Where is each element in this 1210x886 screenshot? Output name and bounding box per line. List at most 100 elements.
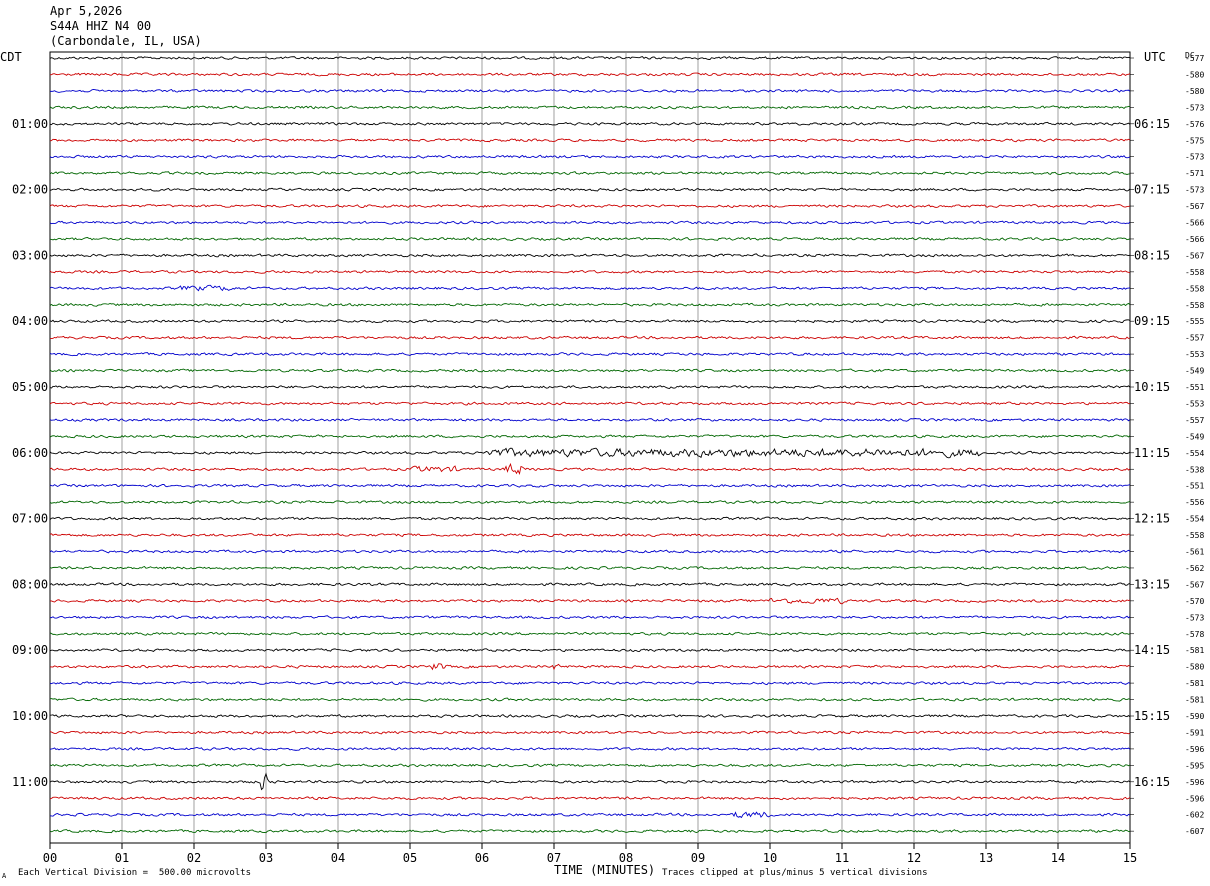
trace-line [49, 105, 1131, 110]
dc-offset-label: -590 [1185, 712, 1204, 721]
right-hour-label: 12:15 [1134, 512, 1170, 526]
trace-line [49, 462, 1131, 475]
x-tick-label: 00 [43, 851, 57, 865]
dc-offset-label: -567 [1185, 251, 1204, 260]
dc-offset-label: -558 [1185, 301, 1204, 310]
dc-offset-label: -553 [1185, 399, 1204, 408]
trace-group [49, 56, 1131, 834]
trace-line [49, 772, 1131, 791]
x-tick-label: 09 [691, 851, 705, 865]
dc-offset-label: -580 [1185, 87, 1204, 96]
right-hour-labels: 06:15 07:15 08:15 09:15 10:15 11:15 12:15 13:15… [1134, 117, 1170, 789]
trace-line [49, 253, 1131, 258]
dc-offset-label: -602 [1185, 811, 1204, 820]
right-hour-label: 11:15 [1134, 446, 1170, 460]
dc-offset-label: -576 [1185, 120, 1204, 129]
trace-line [49, 500, 1131, 505]
dc-offset-label: -558 [1185, 531, 1204, 540]
left-hour-label: 07:00 [12, 512, 48, 526]
trace-line [49, 681, 1131, 686]
dc-offset-label: -554 [1185, 515, 1204, 524]
plot-frame [49, 51, 1131, 844]
right-hour-label: 07:15 [1134, 183, 1170, 197]
dc-offset-label: -596 [1185, 745, 1204, 754]
header-station: S44A HHZ N4 00 [50, 19, 152, 33]
x-axis: 00 01 02 03 04 05 06 07 08 09 10 11 12 13 14 15 [43, 843, 1137, 865]
trace-line [49, 269, 1131, 274]
left-hour-label: 08:00 [12, 577, 48, 591]
scale-note: Each Vertical Division = 500.00 microvol… [18, 868, 251, 878]
dc-offset-label: -577 [1185, 54, 1204, 63]
clip-note: Traces clipped at plus/minus 5 vertical … [662, 868, 928, 878]
right-hour-label: 13:15 [1134, 577, 1170, 591]
trace-line [49, 154, 1131, 159]
trace-line [49, 319, 1131, 324]
trace-line [49, 417, 1131, 422]
trace-line [49, 88, 1131, 93]
trace-line [49, 730, 1131, 735]
right-hour-label: 16:15 [1134, 775, 1170, 789]
dc-offset-label: -549 [1185, 432, 1204, 441]
right-hour-label: 15:15 [1134, 709, 1170, 723]
x-tick-label: 05 [403, 851, 417, 865]
dc-offset-label: -556 [1185, 498, 1204, 507]
trace-line [49, 56, 1131, 60]
trace-line [49, 204, 1131, 209]
dc-offset-label: -580 [1185, 70, 1204, 79]
trace-line [49, 597, 1131, 605]
dc-offset-label: -581 [1185, 696, 1204, 705]
left-hour-label: 09:00 [12, 643, 48, 657]
x-tick-label: 03 [259, 851, 273, 865]
dc-offset-labels: -577 -580 -580 -573 -576 -575 -573 -571 -573 -567… [1130, 54, 1204, 836]
trace-line [49, 533, 1131, 538]
dc-offset-label: -567 [1185, 202, 1204, 211]
trace-line [49, 713, 1131, 718]
left-hour-label: 01:00 [12, 117, 48, 131]
trace-line [49, 434, 1131, 439]
trace-line [49, 368, 1131, 373]
trace-line [49, 516, 1131, 521]
left-hour-label: 11:00 [12, 775, 48, 789]
trace-line [49, 663, 1131, 671]
x-tick-label: 06 [475, 851, 489, 865]
left-hour-label: 06:00 [12, 446, 48, 460]
trace-line [49, 829, 1131, 834]
trace-line [49, 763, 1131, 768]
x-tick-label: 07 [547, 851, 561, 865]
left-hour-labels: 01:00 02:00 03:00 04:00 05:00 06:00 07:00 08:00… [12, 117, 48, 789]
trace-line [49, 236, 1131, 241]
left-hour-label: 03:00 [12, 248, 48, 262]
dc-offset-label: -566 [1185, 235, 1204, 244]
corner-mark: A [2, 872, 7, 880]
right-hour-label: 10:15 [1134, 380, 1170, 394]
trace-line [49, 566, 1131, 570]
x-tick-label: 11 [835, 851, 849, 865]
dc-offset-label: -573 [1185, 103, 1204, 112]
dc-offset-label: -571 [1185, 169, 1204, 178]
trace-line [49, 401, 1131, 406]
trace-line [49, 72, 1131, 77]
dc-offset-label: -557 [1185, 334, 1204, 343]
dc-offset-label: -562 [1185, 564, 1204, 573]
dc-offset-label: -549 [1185, 367, 1204, 376]
left-hour-label: 10:00 [12, 709, 48, 723]
dc-offset-label: -554 [1185, 449, 1204, 458]
right-hour-label: 06:15 [1134, 117, 1170, 131]
left-hour-label: 02:00 [12, 183, 48, 197]
trace-line [49, 697, 1131, 702]
trace-line [49, 302, 1131, 307]
dc-offset-label: -555 [1185, 317, 1204, 326]
trace-line [49, 220, 1131, 225]
dc-offset-label: -578 [1185, 630, 1204, 639]
right-hour-label: 09:15 [1134, 314, 1170, 328]
trace-line [49, 187, 1131, 192]
header-location: (Carbondale, IL, USA) [50, 34, 202, 48]
trace-line [49, 171, 1131, 176]
dc-offset-label: -558 [1185, 268, 1204, 277]
dc-offset-label: -551 [1185, 482, 1204, 491]
dc-label: DC [1185, 51, 1195, 60]
trace-line [49, 582, 1131, 587]
dc-offset-label: -581 [1185, 679, 1204, 688]
dc-offset-label: -596 [1185, 794, 1204, 803]
